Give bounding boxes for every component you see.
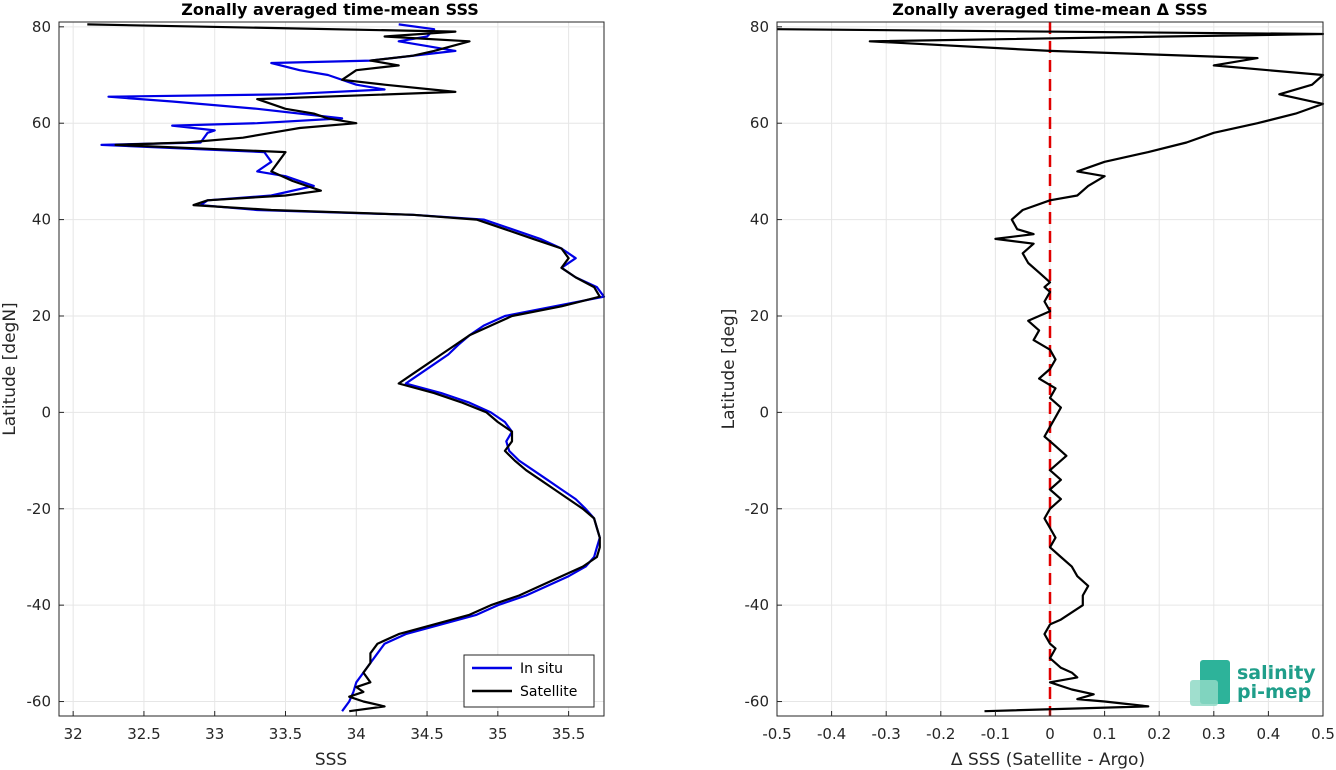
delta-sss-x-tick-label: -0.2 [926, 725, 955, 743]
delta-sss-x-tick-label: 0.3 [1202, 725, 1226, 743]
delta-sss-plot-title: Zonally averaged time-mean Δ SSS [892, 0, 1208, 19]
sss-plot-frame [58, 21, 605, 717]
delta-sss-x-tick-label: 0 [1045, 725, 1055, 743]
sss-y-axis-title: Latitude [degN] [0, 302, 20, 435]
delta-sss-y-tick-label: -20 [745, 500, 770, 518]
delta-sss-y-tick-label: 0 [759, 403, 769, 421]
sss-y-tick-label: 40 [32, 211, 51, 229]
delta-sss-y-tick-label: 60 [750, 114, 769, 132]
sss-x-tick-label: 33.5 [269, 725, 302, 743]
delta-sss-series-difference-line [776, 28, 1325, 713]
sss-plot-title: Zonally averaged time-mean SSS [181, 0, 479, 19]
delta-sss-panel: Zonally averaged time-mean Δ SSS -0.5 -0.… [719, 0, 1335, 770]
delta-sss-x-tick-label: -0.4 [817, 725, 846, 743]
delta-sss-y-tick-label: 40 [750, 211, 769, 229]
sss-series-in-situ-line [100, 23, 606, 712]
legend-label-in-situ: In situ [520, 661, 563, 677]
sss-y-tick-label: -40 [27, 596, 52, 614]
delta-sss-x-tick-label: -0.1 [981, 725, 1010, 743]
sss-y-tick-label: -20 [27, 500, 52, 518]
sss-x-tick-label: 32.5 [127, 725, 160, 743]
delta-sss-ticks: -0.5 -0.4 -0.3 -0.2 -0.1 0 0.1 0.2 0.3 0.4 0.5 80 60… [745, 18, 1335, 743]
sss-y-tick-label: 20 [32, 307, 51, 325]
delta-sss-x-tick-label: 0.5 [1311, 725, 1335, 743]
sss-x-tick-label: 33 [205, 725, 224, 743]
sss-panel: Zonally averaged time-mean SSS 32 32.5 33 3… [0, 0, 606, 770]
sss-x-tick-label: 34.5 [410, 725, 443, 743]
delta-sss-series-layer [776, 22, 1325, 716]
delta-sss-x-tick-label: 0.4 [1256, 725, 1280, 743]
sss-series-satellite-line [87, 23, 601, 713]
delta-sss-y-axis-title: Latitude [deg] [719, 309, 739, 430]
delta-sss-x-tick-label: -0.5 [762, 725, 791, 743]
sss-series-layer [87, 23, 606, 713]
sss-x-tick-label: 35 [488, 725, 507, 743]
sss-x-axis-title: SSS [315, 750, 347, 770]
delta-sss-x-tick-label: 0.2 [1147, 725, 1171, 743]
delta-sss-y-tick-label: -60 [745, 693, 770, 711]
legend-label-satellite: Satellite [520, 684, 577, 700]
sss-x-tick-label: 35.5 [552, 725, 585, 743]
delta-sss-x-tick-label: -0.3 [872, 725, 901, 743]
sss-ticks: 32 32.5 33 33.5 34 34.5 35 35.5 80 60 40 20 0 -20 -40 -… [27, 18, 586, 743]
delta-sss-x-tick-label: 0.1 [1093, 725, 1117, 743]
sss-y-tick-label: -60 [27, 693, 52, 711]
sss-y-tick-label: 0 [41, 403, 51, 421]
delta-sss-y-tick-label: 80 [750, 18, 769, 36]
delta-sss-y-tick-label: -40 [745, 596, 770, 614]
legend-box [463, 654, 595, 708]
sss-x-tick-label: 34 [347, 725, 366, 743]
delta-sss-y-tick-label: 20 [750, 307, 769, 325]
logo-text-pi-mep: pi-mep [1237, 681, 1311, 703]
logo: salinity pi-mep [1190, 660, 1316, 706]
sss-x-tick-label: 32 [64, 725, 83, 743]
delta-sss-x-axis-title: Δ SSS (Satellite - Argo) [951, 750, 1145, 770]
logo-text-salinity: salinity [1237, 662, 1316, 684]
legend: In situ Satellite [463, 654, 595, 708]
sss-y-tick-label: 80 [32, 18, 51, 36]
logo-mark-shade [1190, 680, 1218, 706]
sss-y-tick-label: 60 [32, 114, 51, 132]
